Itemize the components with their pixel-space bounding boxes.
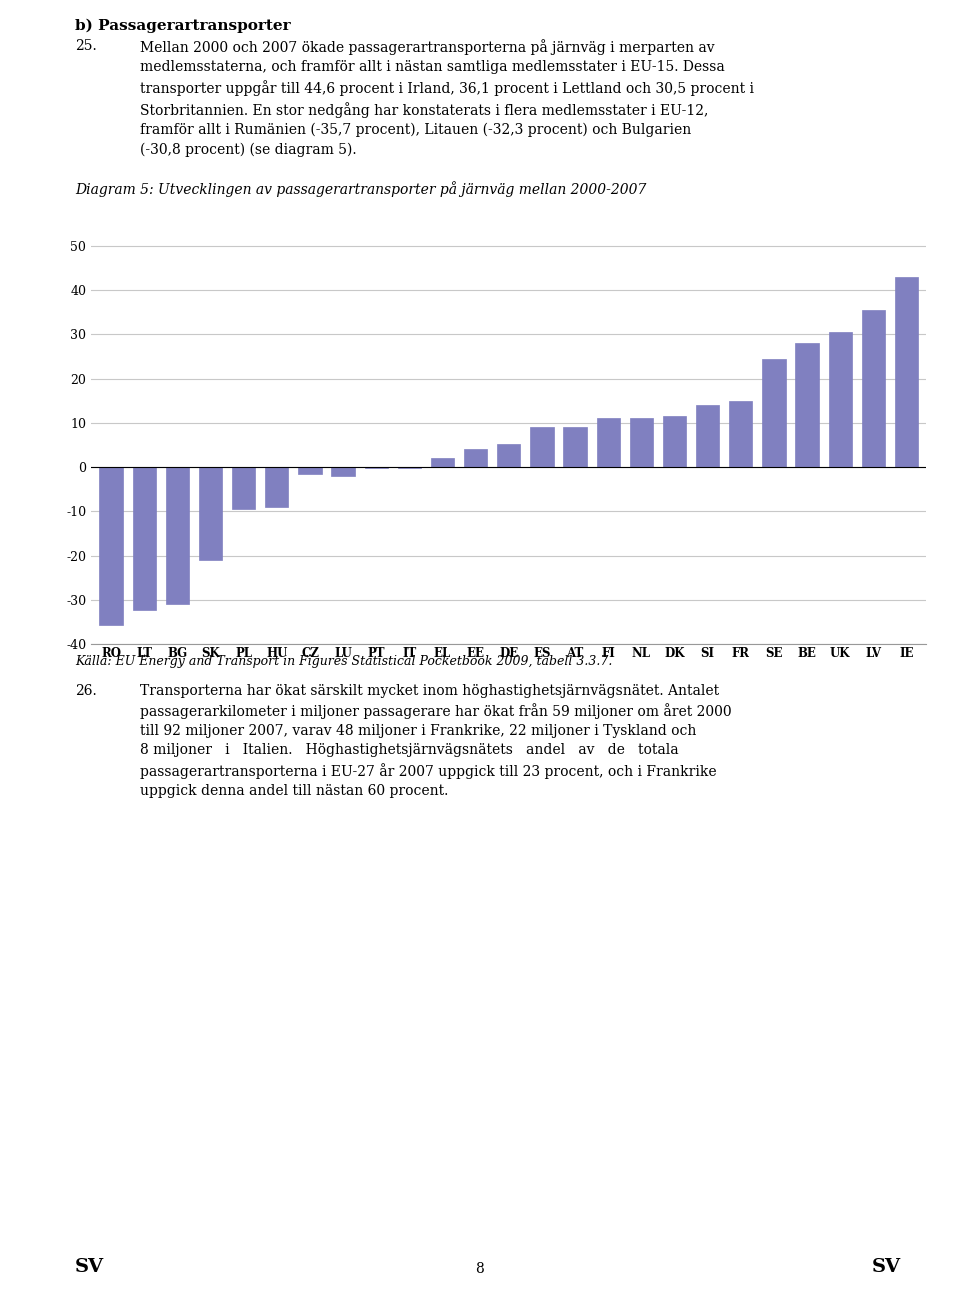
Bar <box>663 417 686 467</box>
Text: b) Passagerartransporter: b) Passagerartransporter <box>75 18 291 33</box>
Bar <box>265 467 288 508</box>
Text: SV: SV <box>75 1257 104 1276</box>
Bar <box>895 276 918 467</box>
Bar <box>299 467 322 473</box>
Bar <box>828 333 852 467</box>
Bar <box>331 467 354 476</box>
Text: Transporterna har ökat särskilt mycket inom höghastighetsjärnvägsnätet. Antalet
: Transporterna har ökat särskilt mycket i… <box>140 684 732 798</box>
Text: Mellan 2000 och 2007 ökade passagerartransporterna på järnväg i merparten av
med: Mellan 2000 och 2007 ökade passagerartra… <box>140 39 755 156</box>
Bar <box>497 444 520 467</box>
Bar <box>464 450 488 467</box>
Bar <box>796 343 819 467</box>
Text: 8: 8 <box>475 1261 485 1276</box>
Bar <box>530 427 554 467</box>
Bar <box>630 418 653 467</box>
Bar <box>199 467 222 560</box>
Bar <box>862 310 885 467</box>
Bar <box>132 467 156 610</box>
Bar <box>431 459 454 467</box>
Bar <box>166 467 189 604</box>
Bar <box>365 467 388 468</box>
Bar <box>232 467 255 509</box>
Text: Diagram 5: Utvecklingen av passagerartransporter på järnväg mellan 2000-2007: Diagram 5: Utvecklingen av passagerartra… <box>75 181 646 197</box>
Bar <box>696 405 719 467</box>
Text: 26.: 26. <box>75 684 97 698</box>
Bar <box>730 401 753 467</box>
Text: SV: SV <box>872 1257 900 1276</box>
Bar <box>596 418 620 467</box>
Bar <box>762 359 785 467</box>
Bar <box>100 467 123 626</box>
Text: Källa: EU Energy and Transport in Figures Statistical Pocketbook 2009, tabell 3.: Källa: EU Energy and Transport in Figure… <box>75 655 612 668</box>
Text: 25.: 25. <box>75 39 97 54</box>
Bar <box>564 427 587 467</box>
